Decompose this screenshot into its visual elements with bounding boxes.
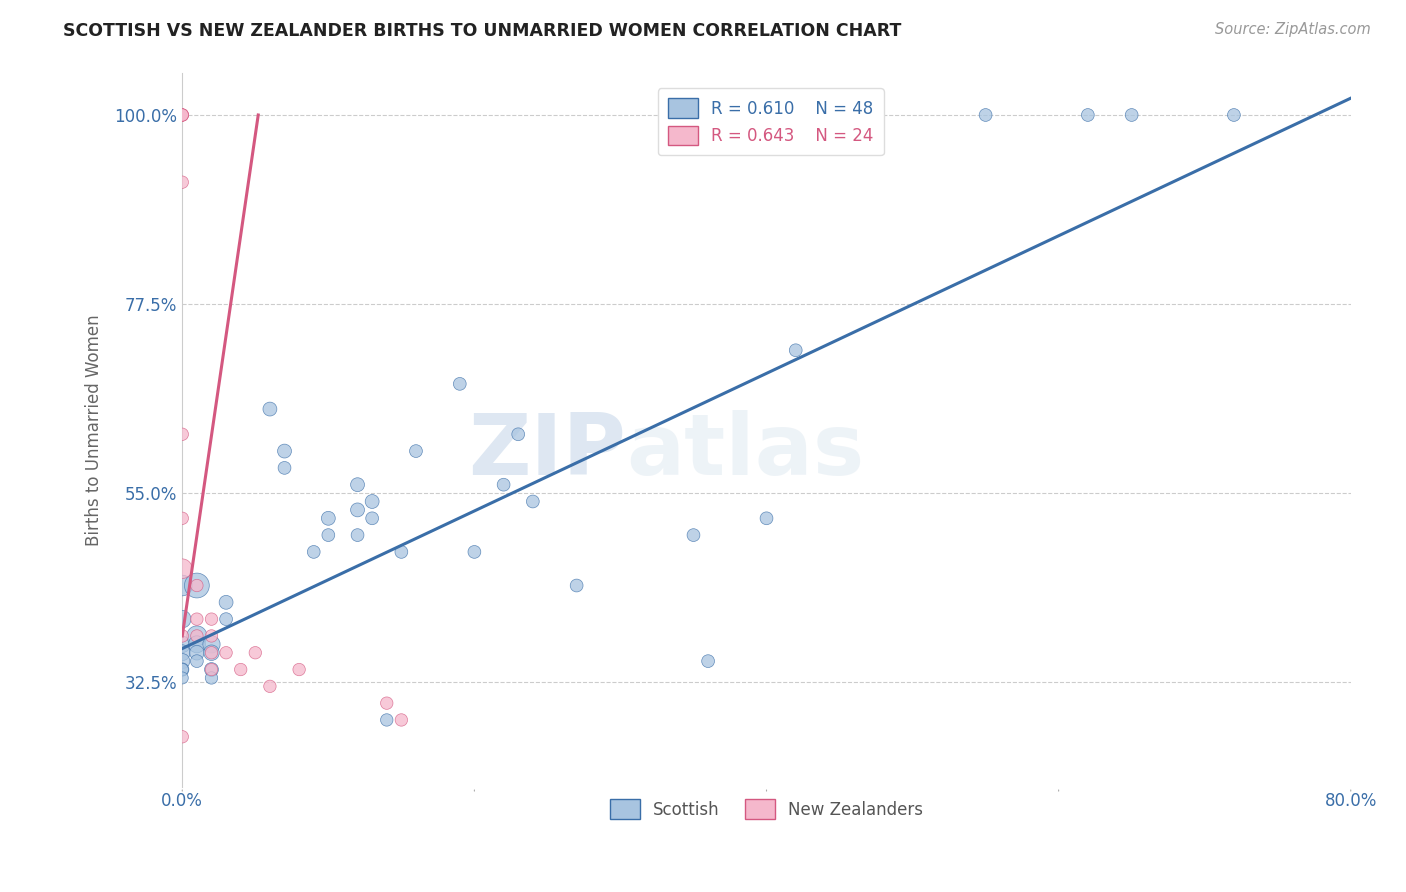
Point (522, 494, 544, 508)
Point (200, 646, 222, 660)
Point (172, 612, 194, 626)
Point (346, 528, 368, 542)
Point (1223, 108, 1246, 122)
Point (186, 578, 208, 592)
Point (172, 637, 194, 651)
Point (186, 629, 208, 643)
Point (785, 343, 807, 358)
Point (389, 713, 412, 727)
Text: SCOTTISH VS NEW ZEALANDER BIRTHS TO UNMARRIED WOMEN CORRELATION CHART: SCOTTISH VS NEW ZEALANDER BIRTHS TO UNMA… (63, 22, 901, 40)
Point (492, 477, 515, 491)
Point (186, 612, 208, 626)
Y-axis label: Births to Unmarried Women: Births to Unmarried Women (86, 314, 103, 546)
Point (186, 646, 208, 660)
Point (172, 108, 194, 122)
Point (186, 654, 208, 668)
Point (200, 663, 222, 677)
Point (273, 461, 295, 475)
Point (389, 545, 412, 559)
Point (508, 427, 530, 442)
Point (172, 511, 194, 525)
Point (215, 646, 238, 660)
Point (974, 108, 997, 122)
Point (172, 629, 194, 643)
Point (259, 402, 281, 417)
Point (172, 578, 194, 592)
Point (361, 494, 384, 508)
Point (172, 175, 194, 189)
Text: ZIP: ZIP (468, 410, 626, 493)
Point (172, 427, 194, 442)
Point (375, 696, 398, 710)
Point (172, 663, 194, 677)
Point (200, 671, 222, 685)
Point (273, 444, 295, 458)
Point (682, 528, 704, 542)
Point (172, 654, 194, 668)
Point (346, 477, 368, 491)
Point (200, 629, 222, 643)
Point (288, 663, 311, 677)
Point (200, 637, 222, 651)
Point (1077, 108, 1099, 122)
Text: atlas: atlas (626, 410, 865, 493)
Point (318, 528, 340, 542)
Point (215, 595, 238, 609)
Point (814, 108, 837, 122)
Point (361, 511, 384, 525)
Text: Source: ZipAtlas.com: Source: ZipAtlas.com (1215, 22, 1371, 37)
Point (200, 646, 222, 660)
Point (200, 663, 222, 677)
Point (172, 108, 194, 122)
Point (186, 578, 208, 592)
Legend: Scottish, New Zealanders: Scottish, New Zealanders (603, 793, 929, 825)
Point (449, 376, 471, 391)
Point (172, 646, 194, 660)
Point (186, 629, 208, 643)
Point (259, 679, 281, 693)
Point (215, 612, 238, 626)
Point (245, 646, 267, 660)
Point (302, 545, 325, 559)
Point (229, 663, 252, 677)
Point (1121, 108, 1143, 122)
Point (186, 637, 208, 651)
Point (697, 654, 720, 668)
Point (318, 511, 340, 525)
Point (172, 730, 194, 744)
Point (463, 545, 485, 559)
Point (346, 503, 368, 517)
Point (375, 713, 398, 727)
Point (755, 511, 778, 525)
Point (172, 108, 194, 122)
Point (172, 108, 194, 122)
Point (172, 671, 194, 685)
Point (200, 612, 222, 626)
Point (172, 562, 194, 576)
Point (565, 578, 588, 592)
Point (172, 663, 194, 677)
Point (405, 444, 427, 458)
